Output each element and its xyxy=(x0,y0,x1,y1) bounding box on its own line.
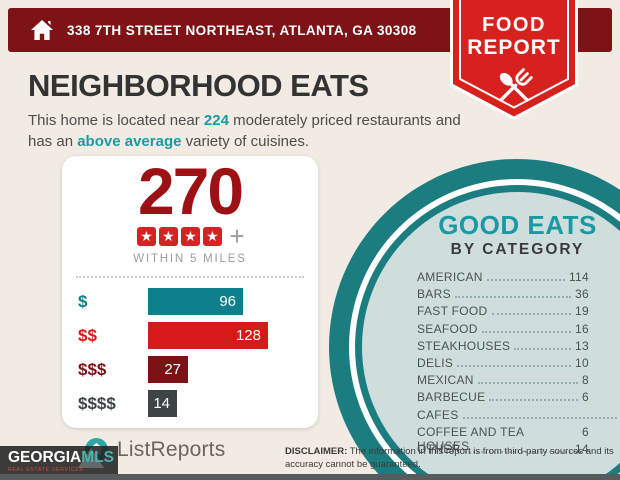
price-tier-label: $$$ xyxy=(78,359,107,379)
variety-highlight: above average xyxy=(77,133,182,151)
dotted-leader xyxy=(486,279,565,281)
disclaimer: DISCLAIMER: The information in this repo… xyxy=(285,446,617,471)
price-tier-value: 96 xyxy=(219,293,236,311)
intro-paragraph: This home is located near 224 moderately… xyxy=(28,110,478,153)
category-row: CAFES xyxy=(417,408,620,425)
category-value: 14 xyxy=(575,441,589,456)
price-tier-bar: 96 xyxy=(148,288,243,316)
good-eats-subtitle: BY CATEGORY xyxy=(450,241,585,258)
category-row: MEXICAN 8 xyxy=(417,373,589,390)
restaurant-stat-card: 270 ★ ★ ★ ★ + WITHIN 5 MILES $96 $$ 128 $$$ 27 $… xyxy=(62,156,318,428)
category-label: MEXICAN xyxy=(417,373,474,388)
price-tier-row: $$$$ 14 xyxy=(78,390,302,418)
divider xyxy=(76,276,304,279)
dotted-leader xyxy=(477,382,579,385)
mls-wordmark: GEORGIAMLS xyxy=(8,449,114,466)
category-label: COFFEE AND TEA HOUSES xyxy=(417,424,524,453)
ribbon-shape xyxy=(450,0,578,120)
price-tier-value: 128 xyxy=(235,327,261,345)
page-title: NEIGHBORHOOD EATS xyxy=(28,68,369,103)
category-row: AMERICAN 114 xyxy=(417,270,589,287)
dotted-leader xyxy=(457,364,572,367)
intro-text: variety of cuisines. xyxy=(181,133,310,151)
spoon-fork-icon xyxy=(499,68,533,102)
home-icon xyxy=(31,20,53,40)
price-tier-row: $$ 128 xyxy=(78,322,302,350)
price-tier-label: $$$$ xyxy=(78,393,116,413)
star-icon: ★ xyxy=(136,227,156,247)
food-report-badge: FOOD REPORT xyxy=(450,0,578,124)
good-eats-title: GOOD EATS xyxy=(438,210,597,240)
category-list: AMERICAN 114 BARS 36 FAST FOOD 19 SEAFOOD 16 STE… xyxy=(417,270,617,459)
dotted-leader xyxy=(464,450,572,453)
category-label: FAST FOOD xyxy=(417,304,488,319)
category-row: FAST FOOD 19 xyxy=(417,304,589,321)
category-value: 114 xyxy=(568,270,589,284)
price-tier-bar-chart: $96 $$ 128 $$$ 27 $$$$ 14 xyxy=(62,288,318,418)
category-value: 6 xyxy=(582,424,589,439)
star-rating: ★ ★ ★ ★ + xyxy=(62,221,318,252)
total-restaurants: 270 xyxy=(137,154,244,228)
category-label: AMERICAN xyxy=(417,270,483,284)
price-tier-row: $$$ 27 xyxy=(78,356,302,384)
mls-tagline: REAL ESTATE SERVICES xyxy=(8,467,84,474)
category-value: 16 xyxy=(575,321,589,336)
category-value: 19 xyxy=(575,304,589,319)
category-row: BARS 36 xyxy=(417,287,589,304)
mls-triangle-shape xyxy=(78,448,104,468)
disclaimer-text: The information in this report is from t… xyxy=(285,446,614,470)
bottom-border-strip xyxy=(0,474,620,480)
category-row: DELIS 10 xyxy=(417,356,589,373)
address-text: 338 7TH STREET NORTHEAST, ATLANTA, GA 30… xyxy=(67,22,417,38)
category-label: BARS xyxy=(417,287,451,302)
disclaimer-label: DISCLAIMER: xyxy=(285,446,348,457)
price-tier-label: $ xyxy=(78,291,88,311)
category-value: 10 xyxy=(575,355,589,370)
price-tier-value: 27 xyxy=(164,361,181,379)
radius-label: WITHIN 5 MILES xyxy=(133,253,247,266)
category-value: 8 xyxy=(582,373,589,388)
category-label: CAFES xyxy=(417,407,459,422)
badge-title: FOOD REPORT xyxy=(467,14,561,60)
category-row: STEAKHOUSES 13 xyxy=(417,339,589,356)
price-tier-label: $$ xyxy=(78,325,97,345)
dotted-leader xyxy=(491,313,572,316)
category-row: COFFEE AND TEA HOUSES 6 xyxy=(417,424,589,453)
restaurant-count: 224 xyxy=(203,112,229,129)
plus-sign: + xyxy=(229,221,245,252)
category-row: SEAFOOD 16 xyxy=(417,322,589,339)
star-icon: ★ xyxy=(158,227,178,247)
star-icon: ★ xyxy=(202,227,222,247)
category-value: 6 xyxy=(582,390,589,405)
price-tier-bar: 27 xyxy=(148,356,188,384)
category-label: DELIS xyxy=(417,355,454,370)
price-tier-bar: 14 xyxy=(148,390,177,418)
star-icons: ★ ★ ★ ★ xyxy=(135,227,223,247)
price-tier-value: 14 xyxy=(153,395,170,413)
intro-text: has an xyxy=(28,133,78,151)
category-label: SEAFOOD xyxy=(417,321,478,336)
dotted-leader xyxy=(489,399,579,402)
listreports-wordmark: ListReports xyxy=(117,437,226,461)
price-tier-row: $96 xyxy=(78,288,302,316)
georgia-mls-logo: GEORGIAMLS REAL ESTATE SERVICES xyxy=(0,446,118,479)
dotted-leader xyxy=(481,330,572,333)
dotted-leader xyxy=(514,347,572,350)
category-label: OTHER xyxy=(417,441,461,456)
dotted-leader xyxy=(454,296,572,299)
intro-text: moderately priced restaurants and xyxy=(228,112,461,129)
star-icon: ★ xyxy=(180,227,200,247)
category-row: OTHER 14 xyxy=(417,442,589,459)
category-value: 36 xyxy=(575,287,589,302)
category-value: 13 xyxy=(575,338,589,353)
category-label: BARBECUE xyxy=(417,390,486,405)
category-label: STEAKHOUSES xyxy=(417,338,511,353)
intro-text: This home is located near xyxy=(28,112,204,129)
price-tier-bar: 128 xyxy=(148,322,268,350)
category-row: BARBECUE 6 xyxy=(417,390,589,407)
dotted-leader xyxy=(462,416,617,419)
